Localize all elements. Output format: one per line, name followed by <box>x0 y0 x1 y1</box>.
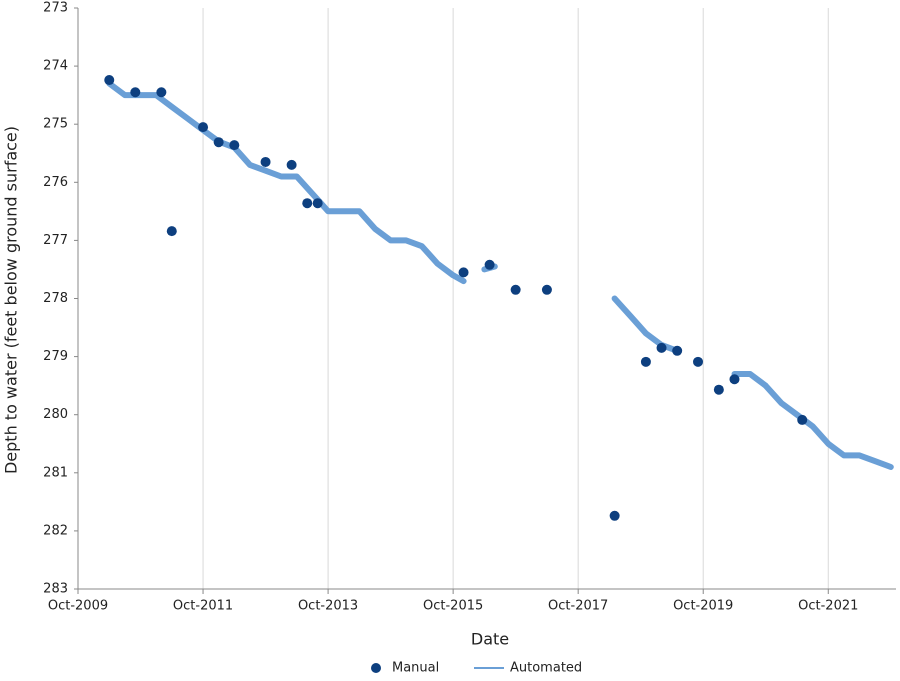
manual-point <box>713 384 724 395</box>
manual-point <box>484 259 495 270</box>
x-tick-label: Oct-2013 <box>298 599 358 614</box>
y-tick-label: 282 <box>43 523 68 538</box>
y-tick-label: 274 <box>43 59 68 74</box>
legend-label: Manual <box>392 661 439 676</box>
manual-point <box>156 87 167 98</box>
manual-point <box>312 198 323 209</box>
y-tick-label: 273 <box>43 1 68 16</box>
legend-label: Automated <box>510 661 582 676</box>
y-tick-label: 278 <box>43 291 68 306</box>
manual-point <box>104 75 115 86</box>
manual-point <box>130 87 141 98</box>
manual-point <box>693 356 704 367</box>
manual-point <box>286 159 297 170</box>
y-tick-label: 281 <box>43 465 68 480</box>
x-tick-label: Oct-2015 <box>423 599 483 614</box>
manual-point <box>640 356 651 367</box>
manual-point <box>656 342 667 353</box>
manual-point <box>198 122 209 133</box>
x-tick-label: Oct-2011 <box>173 599 233 614</box>
y-tick-label: 279 <box>43 349 68 364</box>
manual-point <box>229 140 240 151</box>
automated-line <box>106 80 894 470</box>
manual-point <box>260 156 271 167</box>
manual-point <box>458 267 469 278</box>
manual-point <box>541 284 552 295</box>
x-tick-label: Oct-2021 <box>798 599 858 614</box>
manual-point <box>672 345 683 356</box>
x-tick-label: Oct-2019 <box>673 599 733 614</box>
x-tick-label: Oct-2009 <box>48 599 108 614</box>
manual-point <box>729 374 740 385</box>
manual-point <box>166 226 177 237</box>
y-tick-label: 280 <box>43 407 68 422</box>
y-tick-label: 277 <box>43 233 68 248</box>
x-axis-title: Date <box>471 630 509 649</box>
y-tick-label: 275 <box>43 117 68 132</box>
manual-point <box>213 137 224 148</box>
manual-point <box>302 198 313 209</box>
y-axis-title: Depth to water (feet below ground surfac… <box>2 126 21 474</box>
manual-point <box>609 510 620 521</box>
legend-marker <box>371 663 381 673</box>
y-tick-label: 283 <box>43 582 68 597</box>
x-tick-label: Oct-2017 <box>548 599 608 614</box>
manual-point <box>797 414 808 425</box>
manual-point <box>510 284 521 295</box>
y-tick-label: 276 <box>43 175 68 190</box>
